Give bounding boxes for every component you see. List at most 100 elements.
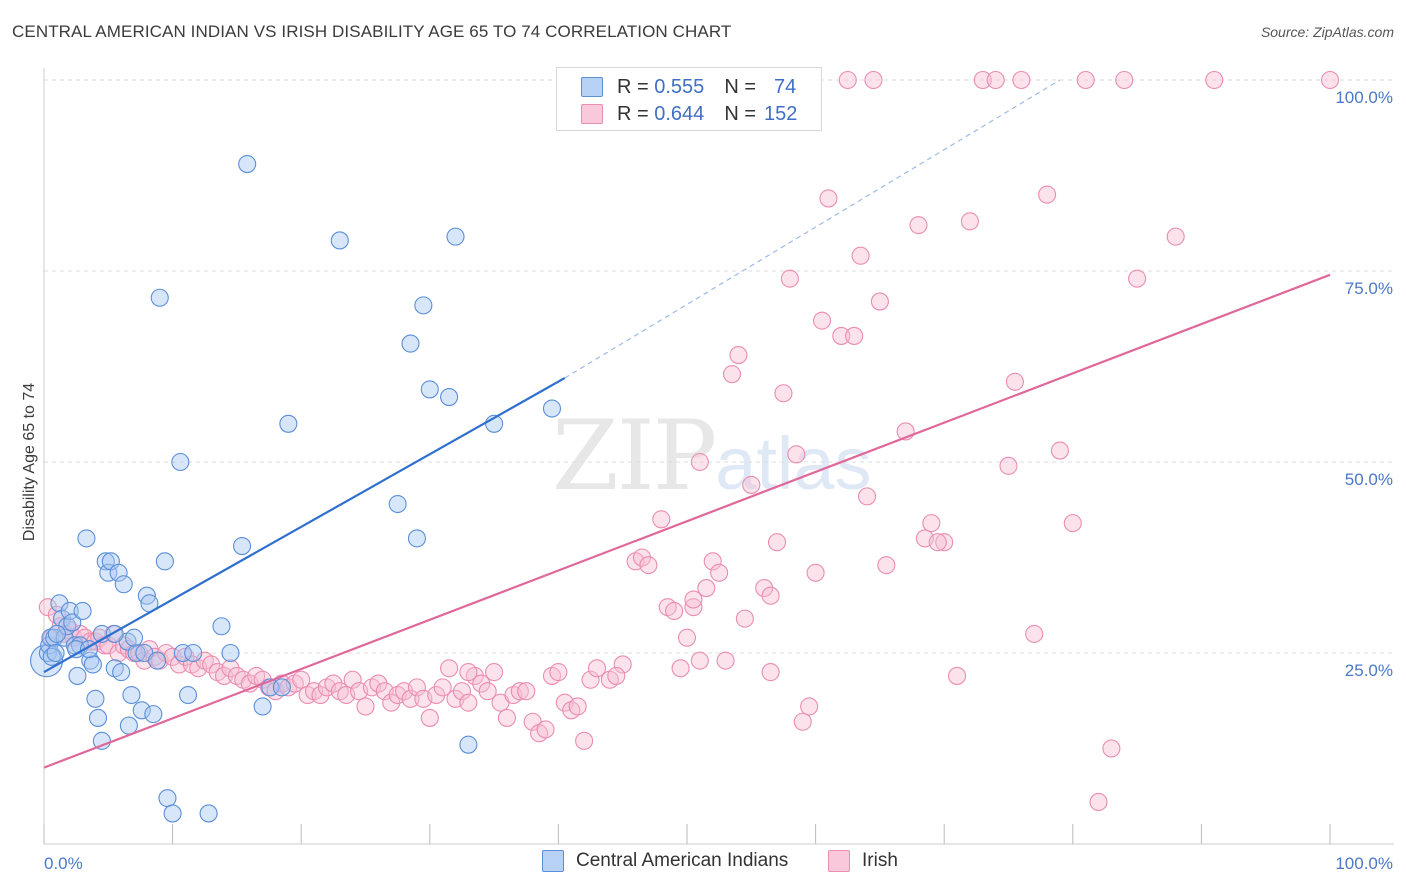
irish-point bbox=[1005, 372, 1024, 391]
irish-point bbox=[851, 246, 870, 265]
irish-point bbox=[806, 563, 825, 582]
central-american-indians-point bbox=[199, 804, 218, 823]
central-american-indians-points bbox=[30, 154, 562, 823]
y-tick-label: 75.0% bbox=[1345, 279, 1393, 298]
central-american-indians-point bbox=[77, 529, 96, 548]
irish-point bbox=[1128, 269, 1147, 288]
central-american-indians-point bbox=[50, 594, 69, 613]
irish-point bbox=[845, 326, 864, 345]
chart-title: CENTRAL AMERICAN INDIAN VS IRISH DISABIL… bbox=[12, 22, 732, 41]
irish-point bbox=[652, 510, 671, 529]
x-tick-label: 100.0% bbox=[1335, 854, 1393, 873]
central-american-indians-point bbox=[279, 414, 298, 433]
central-american-indians-point bbox=[212, 617, 231, 636]
legend-r-value: 0.555 bbox=[654, 75, 705, 98]
central-american-indians-point bbox=[46, 643, 65, 663]
central-american-indians-point bbox=[96, 552, 115, 571]
central-american-indians-point bbox=[99, 563, 118, 582]
irish-point bbox=[722, 365, 742, 384]
irish-point bbox=[948, 666, 967, 685]
irish-point bbox=[517, 682, 536, 701]
irish-point bbox=[864, 70, 883, 90]
central-american-indians-point bbox=[272, 678, 291, 697]
irish-point bbox=[420, 708, 439, 727]
irish-point bbox=[311, 685, 330, 705]
central-american-indians-point bbox=[163, 804, 182, 823]
source-label: Source: ZipAtlas.com bbox=[1260, 24, 1394, 40]
central-american-indians-point bbox=[440, 388, 459, 407]
y-tick-label: 25.0% bbox=[1345, 661, 1393, 680]
legend-row-central-american-indians: R = 0.555 N = 74 bbox=[581, 75, 796, 99]
central-american-indians-point bbox=[232, 536, 252, 556]
irish-point bbox=[1050, 441, 1069, 460]
irish-point bbox=[710, 563, 729, 582]
central-american-indians-point bbox=[221, 643, 240, 663]
central-american-indians-point bbox=[114, 575, 133, 594]
bottom-legend-label: Irish bbox=[862, 850, 898, 871]
irish-point bbox=[697, 579, 716, 598]
central-american-indians-point bbox=[122, 685, 141, 705]
central-american-indians-point bbox=[68, 666, 87, 685]
central-american-indians-point bbox=[178, 685, 198, 705]
irish-point bbox=[1012, 70, 1031, 90]
irish-point bbox=[1025, 624, 1044, 643]
central-american-indians-point bbox=[150, 288, 169, 307]
y-tick-label: 50.0% bbox=[1345, 470, 1393, 489]
irish-point bbox=[999, 456, 1018, 475]
central-american-indians-point bbox=[407, 529, 426, 548]
central-american-indians-point bbox=[148, 651, 167, 670]
irish-point bbox=[433, 678, 452, 697]
central-american-indians-point bbox=[401, 334, 420, 353]
central-american-indians-point bbox=[119, 716, 138, 735]
central-american-indians-point bbox=[112, 663, 131, 682]
irish-point bbox=[1166, 227, 1185, 246]
irish-point bbox=[607, 666, 626, 685]
central-american-indians-point bbox=[171, 452, 190, 472]
irish-point bbox=[665, 601, 684, 621]
irish-point bbox=[838, 70, 857, 90]
central-american-indians-point bbox=[88, 708, 108, 727]
bottom-legend-swatch-blue bbox=[542, 850, 564, 872]
legend-r-value: 0.644 bbox=[654, 102, 705, 125]
central-american-indians-point bbox=[446, 227, 465, 246]
irish-point bbox=[472, 674, 491, 693]
irish-point bbox=[221, 659, 240, 678]
irish-point bbox=[877, 556, 896, 575]
central-american-indians-point bbox=[127, 643, 146, 663]
irish-point bbox=[587, 659, 607, 678]
irish-point bbox=[677, 628, 697, 647]
irish-point bbox=[1115, 70, 1134, 90]
central-american-indians-trend-line bbox=[43, 377, 566, 674]
irish-point bbox=[1063, 514, 1082, 533]
irish-point bbox=[549, 663, 568, 682]
irish-point bbox=[343, 670, 362, 689]
irish-point bbox=[935, 533, 954, 552]
irish-point bbox=[787, 445, 806, 464]
legend-n-value: 74 bbox=[774, 75, 797, 98]
legend-r-label: R = bbox=[617, 75, 649, 98]
irish-point bbox=[427, 685, 446, 705]
irish-point bbox=[922, 514, 941, 533]
irish-point bbox=[459, 663, 478, 682]
irish-point bbox=[774, 384, 793, 403]
trend-lines bbox=[43, 79, 1331, 769]
irish-point bbox=[690, 651, 709, 670]
irish-point bbox=[214, 666, 234, 685]
irish-point bbox=[459, 693, 478, 712]
central-american-indians-point bbox=[73, 601, 92, 621]
irish-point bbox=[690, 452, 709, 472]
watermark-atlas: atlas bbox=[715, 422, 872, 505]
irish-point bbox=[800, 697, 819, 716]
central-american-indians-point bbox=[184, 643, 203, 663]
central-american-indians-point bbox=[83, 655, 102, 674]
irish-point bbox=[870, 292, 889, 311]
irish-point bbox=[671, 659, 690, 678]
central-american-indians-point bbox=[253, 697, 272, 716]
irish-point bbox=[568, 697, 587, 716]
central-american-indians-point bbox=[158, 789, 177, 808]
irish-point bbox=[812, 311, 832, 330]
irish-point bbox=[928, 533, 947, 552]
central-american-indians-point bbox=[155, 552, 174, 571]
central-american-indians-point bbox=[109, 563, 128, 582]
